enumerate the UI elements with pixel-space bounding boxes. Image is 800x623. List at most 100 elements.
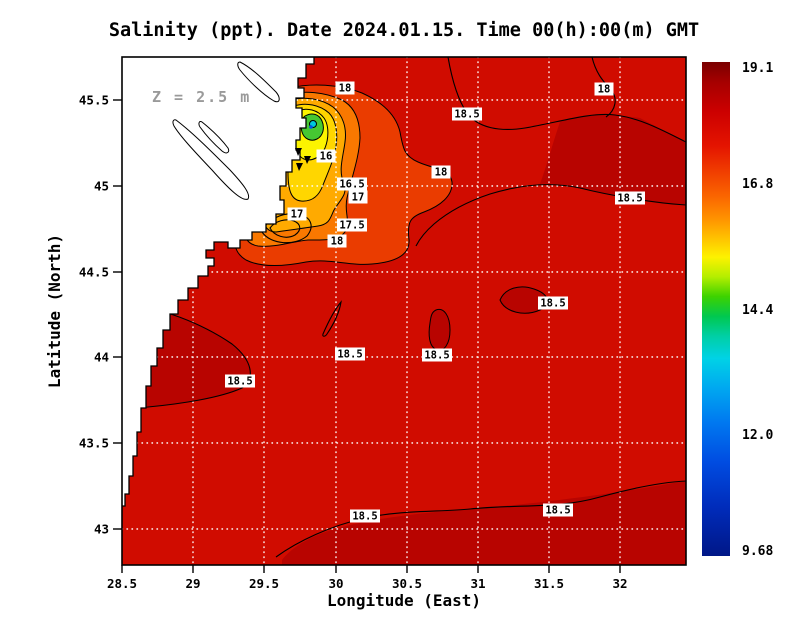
y-tick-label: 45 xyxy=(94,179,109,194)
x-tick-label: 29 xyxy=(185,576,200,591)
contour-label-text: 16.5 xyxy=(339,179,364,191)
y-axis-title: Latitude (North) xyxy=(45,234,64,388)
x-axis-labels: 28.5 29 29.5 30 30.5 31 31.5 32 xyxy=(107,576,628,591)
contour-label: 18.5 xyxy=(452,107,482,121)
marker-triangle xyxy=(296,163,303,171)
contour-label-text: 18.5 xyxy=(545,505,570,517)
contour-label-text: 18.5 xyxy=(424,350,449,362)
contour-label: 17.5 xyxy=(337,218,367,232)
contour-label-text: 18 xyxy=(598,84,611,96)
contour-labels: 18 18.5 18 18 18.5 16 16.5 17 17 17.5 18… xyxy=(225,81,645,523)
contour-label: 18 xyxy=(327,234,347,248)
contour-label-text: 17 xyxy=(352,192,365,204)
x-tick-label: 30 xyxy=(328,576,343,591)
coastal-markers xyxy=(295,148,311,171)
contour-sliver xyxy=(322,300,342,337)
contour-label: 18.5 xyxy=(538,296,568,310)
chart-title: Salinity (ppt). Date 2024.01.15. Time 00… xyxy=(109,20,699,41)
y-tick-label: 43.5 xyxy=(79,436,109,451)
contour-label-text: 18 xyxy=(339,83,352,95)
plume-core-blue xyxy=(309,125,313,129)
contour-label-text: 18 xyxy=(331,236,344,248)
contour-label: 16 xyxy=(316,149,336,163)
contour-label-text: 17 xyxy=(291,209,304,221)
colorbar-tick-label: 9.68 xyxy=(742,544,773,559)
contour-label-box xyxy=(350,509,380,523)
y-tick-label: 44.5 xyxy=(79,265,109,280)
plot-area: Z = 2.5 m 18 18.5 18 18 18.5 16 16.5 17 … xyxy=(122,57,686,565)
y-axis-labels: 45.5 45 44.5 44 43.5 43 xyxy=(79,93,109,537)
contour-label-box xyxy=(225,374,255,388)
contour-label-text: 18.5 xyxy=(337,349,362,361)
plot-frame xyxy=(121,56,687,566)
contour-label-box xyxy=(431,165,451,179)
colorbar: 19.1 16.8 14.4 12.0 9.68 xyxy=(702,61,773,559)
contour-label-box xyxy=(452,107,482,121)
high-salinity-patch xyxy=(428,308,451,351)
contour-label-box xyxy=(316,149,336,163)
contour-label-box xyxy=(594,82,614,96)
contour-label-box xyxy=(422,348,452,362)
contour-label-box xyxy=(337,218,367,232)
contour-label-text: 18 xyxy=(435,167,448,179)
land-polygon xyxy=(122,57,314,506)
contour-label-text: 18.5 xyxy=(227,376,252,388)
y-tick-label: 43 xyxy=(94,522,109,537)
contour-label: 18 xyxy=(594,82,614,96)
colorbar-tick-label: 12.0 xyxy=(742,428,773,443)
contour-label-text: 18.5 xyxy=(454,109,479,121)
contour-label-text: 17.5 xyxy=(339,220,364,232)
marker-triangle xyxy=(295,148,302,156)
axis-ticks xyxy=(113,99,621,573)
high-salinity-patch xyxy=(282,481,686,565)
coastline xyxy=(122,57,315,507)
x-tick-label: 31 xyxy=(470,576,485,591)
x-axis-title: Longitude (East) xyxy=(327,591,481,610)
high-salinity-patch xyxy=(540,115,686,205)
contour-label: 18 xyxy=(335,81,355,95)
contour-label-box xyxy=(543,503,573,517)
contour-inner-kidney xyxy=(269,219,301,238)
contour-label-text: 18.5 xyxy=(540,298,565,310)
contour-label-text: 18.5 xyxy=(617,193,642,205)
contour-label-box xyxy=(615,191,645,205)
contour-label-box xyxy=(348,190,368,204)
contour-label: 18.5 xyxy=(225,374,255,388)
x-tick-label: 31.5 xyxy=(534,576,564,591)
contour-label-box xyxy=(538,296,568,310)
contour-label-box xyxy=(327,234,347,248)
x-tick-label: 29.5 xyxy=(249,576,279,591)
contour-label-box xyxy=(335,81,355,95)
contour-label: 17 xyxy=(348,190,368,204)
x-tick-label: 28.5 xyxy=(107,576,137,591)
y-tick-label: 44 xyxy=(94,350,109,365)
lagoon-outline xyxy=(172,119,250,200)
lagoon-outline xyxy=(237,61,280,103)
lagoons xyxy=(172,61,280,200)
depth-annotation: Z = 2.5 m xyxy=(152,88,251,106)
contour-18-5 xyxy=(447,57,686,143)
contour-label-text: 18.5 xyxy=(352,511,377,523)
contour-label: 18.5 xyxy=(615,191,645,205)
x-tick-label: 32 xyxy=(612,576,627,591)
lagoon-outline xyxy=(198,121,230,154)
contour-label: 18.5 xyxy=(335,347,365,361)
y-tick-label: 45.5 xyxy=(79,93,109,108)
colorbar-tick-label: 14.4 xyxy=(742,303,773,318)
colorbar-tick-label: 16.8 xyxy=(742,177,773,192)
contour-label-text: 16 xyxy=(320,151,333,163)
contour-label-box xyxy=(287,207,307,221)
x-tick-label: 30.5 xyxy=(392,576,422,591)
contour-18-5 xyxy=(275,480,686,558)
contour-label: 18 xyxy=(431,165,451,179)
colorbar-tick-label: 19.1 xyxy=(742,61,773,76)
contour-label: 18.5 xyxy=(422,348,452,362)
contour-label: 18.5 xyxy=(350,509,380,523)
marker-triangle xyxy=(304,156,311,164)
contour-label-box xyxy=(337,177,367,191)
contour-label: 17 xyxy=(287,207,307,221)
contour-label: 18.5 xyxy=(543,503,573,517)
contour-label-box xyxy=(335,347,365,361)
